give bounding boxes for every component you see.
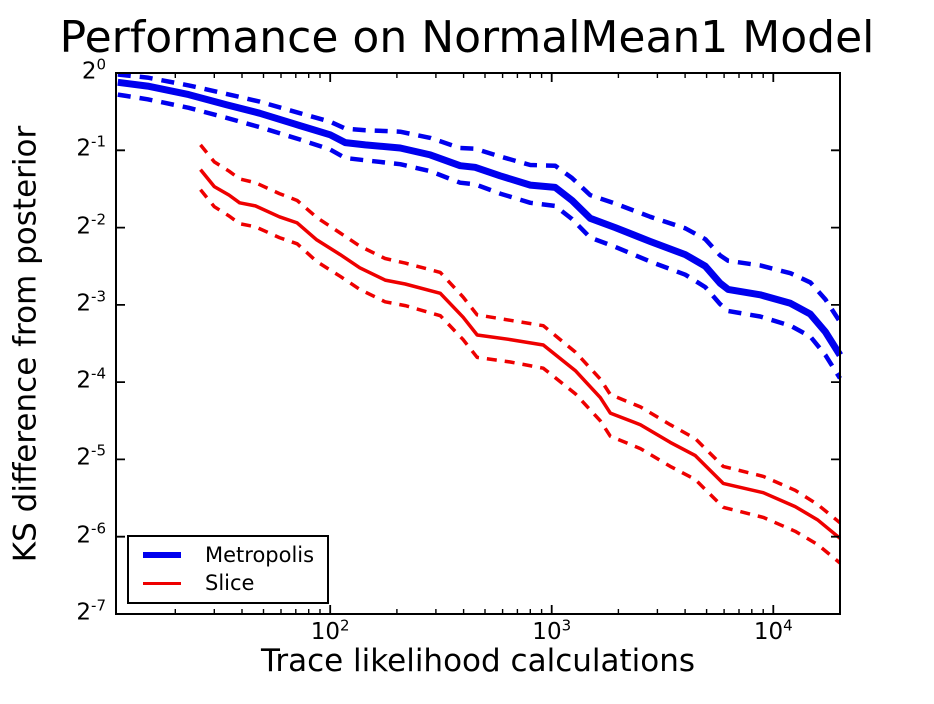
series-metropolis-upper-band bbox=[117, 72, 842, 324]
y-tick-label-2e-3: 2-3 bbox=[76, 287, 106, 317]
y-tick-label-2e-7: 2-7 bbox=[76, 596, 106, 626]
series-metropolis-lower-band bbox=[117, 92, 842, 380]
y-tick-label-2e-1: 2-1 bbox=[76, 132, 106, 162]
legend: Metropolis Slice bbox=[127, 535, 329, 604]
series-metropolis-median bbox=[117, 78, 843, 357]
series-slice-upper-band bbox=[199, 143, 842, 525]
legend-item-slice: Slice bbox=[143, 573, 327, 594]
x-axis-label: Trace likelihood calculations bbox=[260, 643, 696, 679]
y-tick-label-2e0: 20 bbox=[81, 55, 106, 85]
slice-line-swatch bbox=[143, 582, 181, 586]
axes-frame bbox=[115, 72, 841, 615]
y-tick-label-2e-4: 2-4 bbox=[76, 364, 106, 394]
chart-title: Performance on NormalMean1 Model bbox=[59, 12, 875, 63]
x-tick-label-10e4: 104 bbox=[753, 616, 793, 645]
minor-ticks bbox=[174, 73, 764, 614]
legend-label-slice: Slice bbox=[205, 571, 255, 596]
metropolis-line-swatch bbox=[143, 552, 181, 559]
y-tick-label-2e-6: 2-6 bbox=[76, 519, 106, 549]
legend-label-metropolis: Metropolis bbox=[205, 542, 315, 567]
legend-item-metropolis: Metropolis bbox=[143, 542, 327, 567]
y-tick-label-2e-5: 2-5 bbox=[76, 442, 106, 471]
y-tick-label-2e-2: 2-2 bbox=[76, 210, 106, 239]
series-slice-lower-band bbox=[199, 188, 842, 565]
x-tick-label-10e2: 102 bbox=[310, 616, 350, 645]
x-tick-label-10e3: 103 bbox=[532, 616, 572, 645]
series-slice-median bbox=[199, 168, 842, 540]
major-ticks bbox=[116, 72, 840, 615]
